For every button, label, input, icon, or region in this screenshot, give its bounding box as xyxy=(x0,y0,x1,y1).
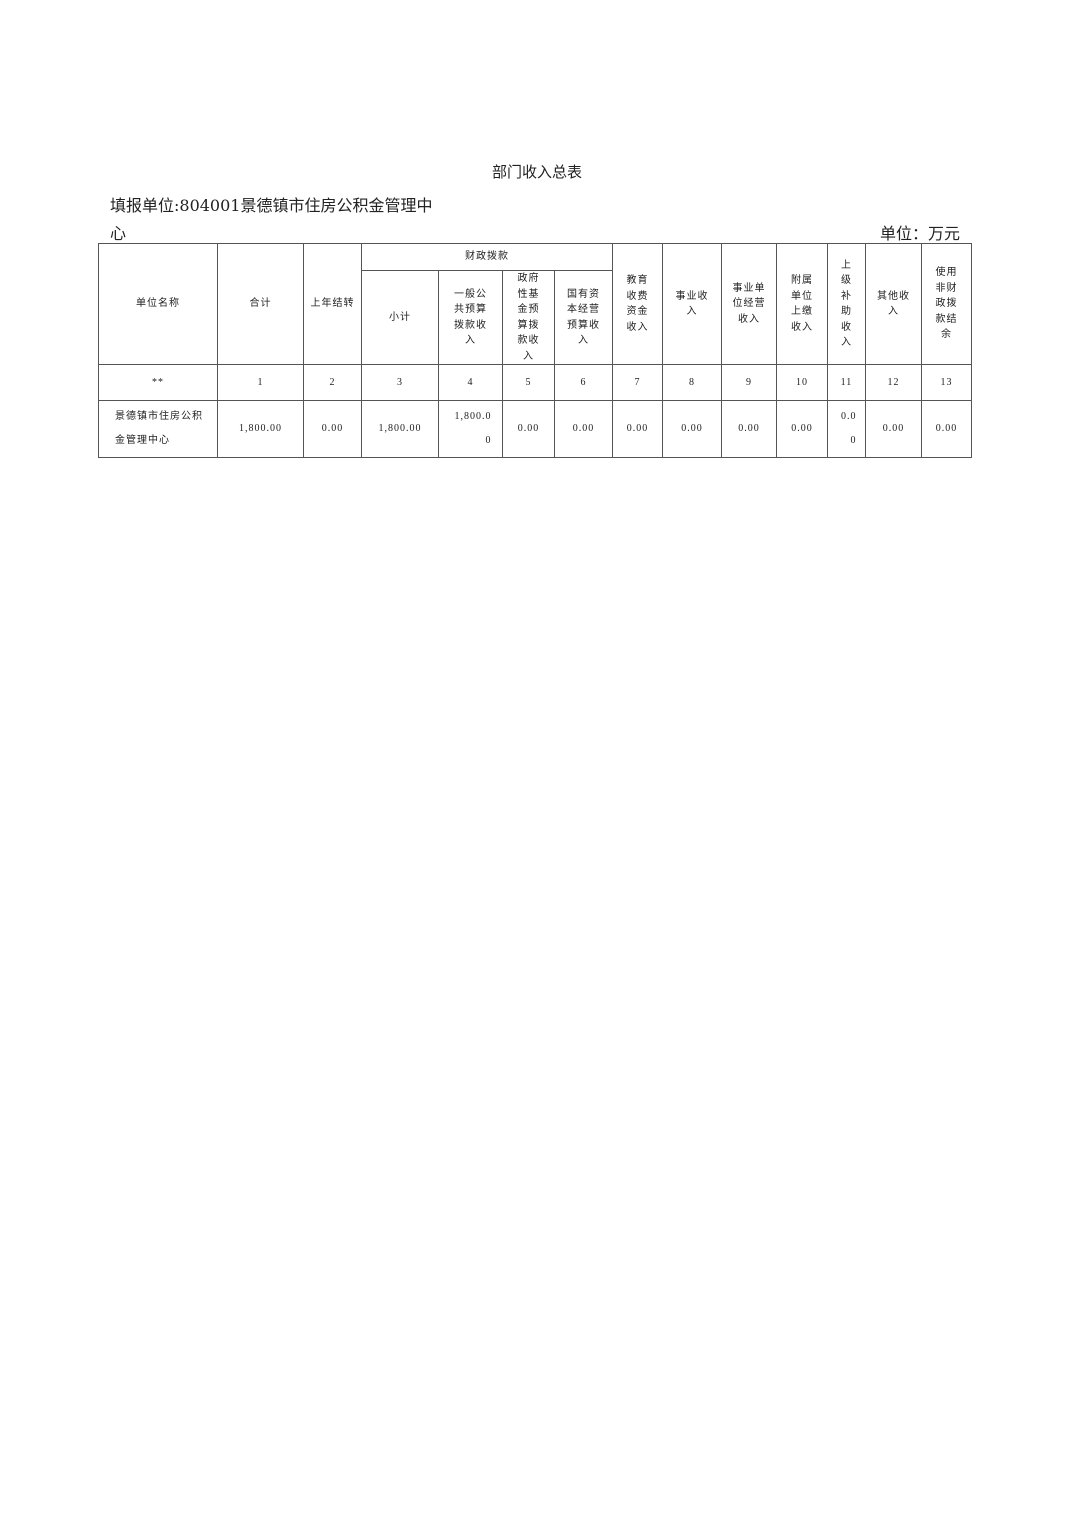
col-header: 教育收费资金收入 xyxy=(612,243,663,365)
col-header: 上级补助收入 xyxy=(827,243,866,365)
index-row: ** 1 2 3 4 5 6 7 8 9 10 11 12 13 xyxy=(98,364,972,401)
col-group-header: 财政拨款 xyxy=(361,243,613,271)
data-cell: 0.00 xyxy=(662,400,722,458)
data-cell: 1,800.00 xyxy=(217,400,304,458)
col-header: 合计 xyxy=(217,243,304,365)
data-cell: 1,800.00 xyxy=(361,400,439,458)
table-row: 景德镇市住房公积金管理中心 1,800.00 0.00 1,800.00 1,8… xyxy=(98,400,972,458)
index-cell: 3 xyxy=(361,364,439,401)
unit-label: 单位：万元 xyxy=(879,224,960,243)
data-cell: 0.00 xyxy=(554,400,613,458)
col-header: 事业单位经营收入 xyxy=(721,243,777,365)
index-cell: 13 xyxy=(921,364,972,401)
col-header: 附属单位上缴收入 xyxy=(776,243,828,365)
index-cell: 2 xyxy=(303,364,362,401)
unit-name-cell: 景德镇市住房公积金管理中心 xyxy=(98,400,218,458)
data-cell: 0.00 xyxy=(303,400,362,458)
col-header: 一般公共预算拨款收入 xyxy=(438,270,503,365)
col-header: 事业收入 xyxy=(662,243,722,365)
col-header: 政府性基金预算拨款收入 xyxy=(502,270,555,365)
col-header: 单位名称 xyxy=(98,243,218,365)
index-cell: 9 xyxy=(721,364,777,401)
reporting-unit: 填报单位:804001景德镇市住房公积金管理中心 xyxy=(110,196,433,243)
data-cell: 1,800.00 xyxy=(438,400,503,458)
data-cell: 0.00 xyxy=(502,400,555,458)
index-cell: 8 xyxy=(662,364,722,401)
data-cell: 0.00 xyxy=(721,400,777,458)
col-header: 使用非财政拨款结余 xyxy=(921,243,972,365)
index-cell: 7 xyxy=(612,364,663,401)
index-cell: 5 xyxy=(502,364,555,401)
index-cell: 6 xyxy=(554,364,613,401)
index-cell: 1 xyxy=(217,364,304,401)
data-cell: 0.00 xyxy=(865,400,922,458)
data-cell: 0.00 xyxy=(612,400,663,458)
header-row: 单位名称 合计 上年结转 财政拨款 教育收费资金收入 事业收入 事业单位经营收入… xyxy=(98,243,972,365)
index-cell: 10 xyxy=(776,364,828,401)
col-header: 小计 xyxy=(361,270,439,365)
index-cell: 12 xyxy=(865,364,922,401)
index-cell: 11 xyxy=(827,364,866,401)
data-cell: 0.00 xyxy=(827,400,866,458)
col-header: 其他收入 xyxy=(865,243,922,365)
col-header: 国有资本经营预算收入 xyxy=(554,270,613,365)
index-cell: 4 xyxy=(438,364,503,401)
index-cell: ** xyxy=(98,364,218,401)
page-title: 部门收入总表 xyxy=(491,163,582,181)
data-cell: 0.00 xyxy=(776,400,828,458)
col-header: 上年结转 xyxy=(303,243,362,365)
data-cell: 0.00 xyxy=(921,400,972,458)
income-summary-table: 单位名称 合计 上年结转 财政拨款 教育收费资金收入 事业收入 事业单位经营收入… xyxy=(98,243,972,458)
